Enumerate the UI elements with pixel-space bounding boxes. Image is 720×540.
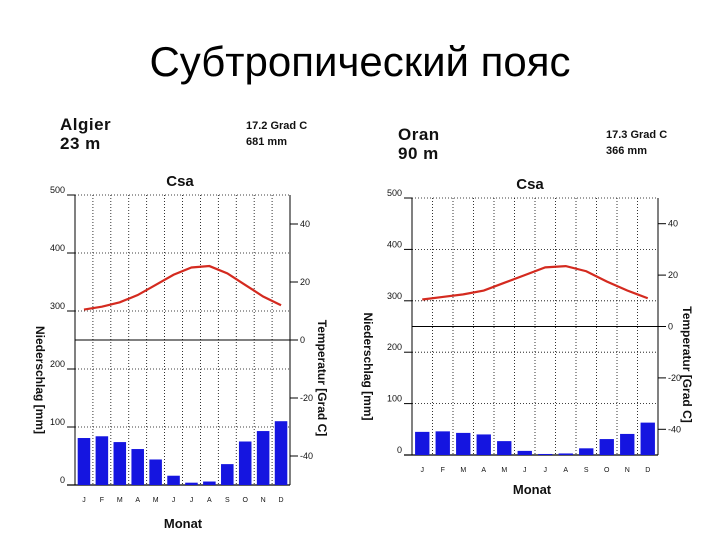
precip-bar — [456, 432, 471, 455]
station-name: Oran 90 m — [398, 125, 440, 163]
precip-bar — [256, 431, 270, 485]
precip-bar — [497, 441, 512, 455]
temp-tick-label: 20 — [300, 277, 310, 287]
temp-tick-label: 0 — [668, 322, 673, 332]
precip-bar — [640, 422, 655, 455]
month-label: J — [523, 467, 527, 474]
temp-tick-label: -20 — [668, 373, 681, 383]
precip-bar — [435, 431, 450, 455]
month-label: D — [279, 497, 284, 504]
precip-bar — [113, 442, 127, 485]
month-label: M — [501, 467, 507, 474]
month-label: F — [100, 497, 104, 504]
station-name-text: Algier — [60, 115, 112, 134]
precip-bar — [185, 482, 198, 485]
precip-bar — [221, 464, 234, 485]
precip-bar — [203, 481, 216, 485]
station-stats: 17.2 Grad C 681 mm — [246, 118, 307, 150]
precip-tick-label: 100 — [387, 394, 402, 404]
month-label: O — [242, 497, 248, 504]
station-elevation: 23 m — [60, 134, 101, 153]
precip-bar — [476, 434, 491, 455]
precip-tick-label: 400 — [387, 239, 402, 249]
precip-tick-label: 100 — [50, 417, 65, 427]
precip-bar — [149, 459, 162, 485]
temp-tick-label: -40 — [668, 424, 681, 434]
month-label: O — [604, 467, 610, 474]
slide-title: Субтропический пояс — [149, 38, 571, 85]
annual-precipitation: 681 mm — [246, 136, 287, 148]
month-label: M — [117, 497, 123, 504]
precip-tick-label: 300 — [387, 291, 402, 301]
precip-bar — [599, 439, 614, 455]
precip-axis-label: Niederschlag [mm] — [33, 326, 47, 434]
station-name-text: Oran — [398, 125, 440, 144]
x-axis-label: Monat — [164, 516, 203, 531]
temp-tick-label: 40 — [300, 219, 310, 229]
precip-tick-label: 300 — [50, 301, 65, 311]
month-label: A — [135, 497, 140, 504]
precip-axis-label: Niederschlag [mm] — [361, 312, 375, 420]
precip-bar — [517, 450, 532, 455]
month-label: J — [82, 497, 86, 504]
month-label: J — [172, 497, 176, 504]
mean-temperature: 17.2 Grad C — [246, 120, 308, 132]
station-name: Algier 23 m — [60, 115, 111, 153]
month-label: S — [584, 467, 589, 474]
precip-bar — [558, 453, 573, 455]
month-label: D — [645, 467, 650, 474]
precip-bar — [538, 453, 553, 455]
month-label: J — [421, 467, 425, 474]
precip-bar — [77, 438, 91, 485]
annual-precipitation: 366 mm — [606, 145, 647, 157]
x-axis-label: Monat — [513, 482, 552, 497]
precip-bar — [415, 431, 430, 455]
precip-tick-label: 200 — [387, 342, 402, 352]
month-label: N — [261, 497, 266, 504]
temp-tick-label: -20 — [300, 393, 313, 403]
precip-bar — [95, 436, 109, 485]
climate-class-label: Csa — [166, 173, 194, 190]
precip-bar — [131, 449, 144, 485]
temperature-line — [422, 264, 649, 301]
month-label: N — [625, 467, 630, 474]
month-label: J — [544, 467, 548, 474]
temp-tick-label: 40 — [668, 219, 678, 229]
precip-bar — [238, 441, 252, 485]
month-label: M — [153, 497, 159, 504]
month-label: M — [460, 467, 466, 474]
month-label: A — [207, 497, 212, 504]
month-label: F — [441, 467, 445, 474]
station-elevation: 90 m — [398, 144, 439, 163]
precip-tick-label: 500 — [387, 188, 402, 198]
precip-tick-label: 0 — [60, 475, 65, 485]
month-label: A — [563, 467, 568, 474]
climate-class-label: Csa — [516, 176, 544, 193]
temp-axis-label: Temperatur [Grad C] — [680, 306, 694, 422]
precip-tick-label: 500 — [50, 185, 65, 195]
temp-axis-label: Temperatur [Grad C] — [315, 320, 329, 436]
temperature-line — [83, 264, 282, 311]
precip-bar — [274, 421, 288, 485]
month-label: S — [225, 497, 230, 504]
mean-temperature: 17.3 Grad C — [606, 129, 668, 141]
precip-bar — [167, 475, 180, 485]
precip-tick-label: 0 — [397, 445, 402, 455]
temp-tick-label: 0 — [300, 335, 305, 345]
station-stats: 17.3 Grad C 366 mm — [606, 127, 667, 159]
temp-tick-label: -40 — [300, 451, 313, 461]
precip-bar — [620, 433, 635, 455]
month-label: J — [190, 497, 194, 504]
precip-bar — [579, 448, 594, 455]
month-label: A — [481, 467, 486, 474]
precip-tick-label: 200 — [50, 359, 65, 369]
temp-tick-label: 20 — [668, 270, 678, 280]
precip-tick-label: 400 — [50, 243, 65, 253]
